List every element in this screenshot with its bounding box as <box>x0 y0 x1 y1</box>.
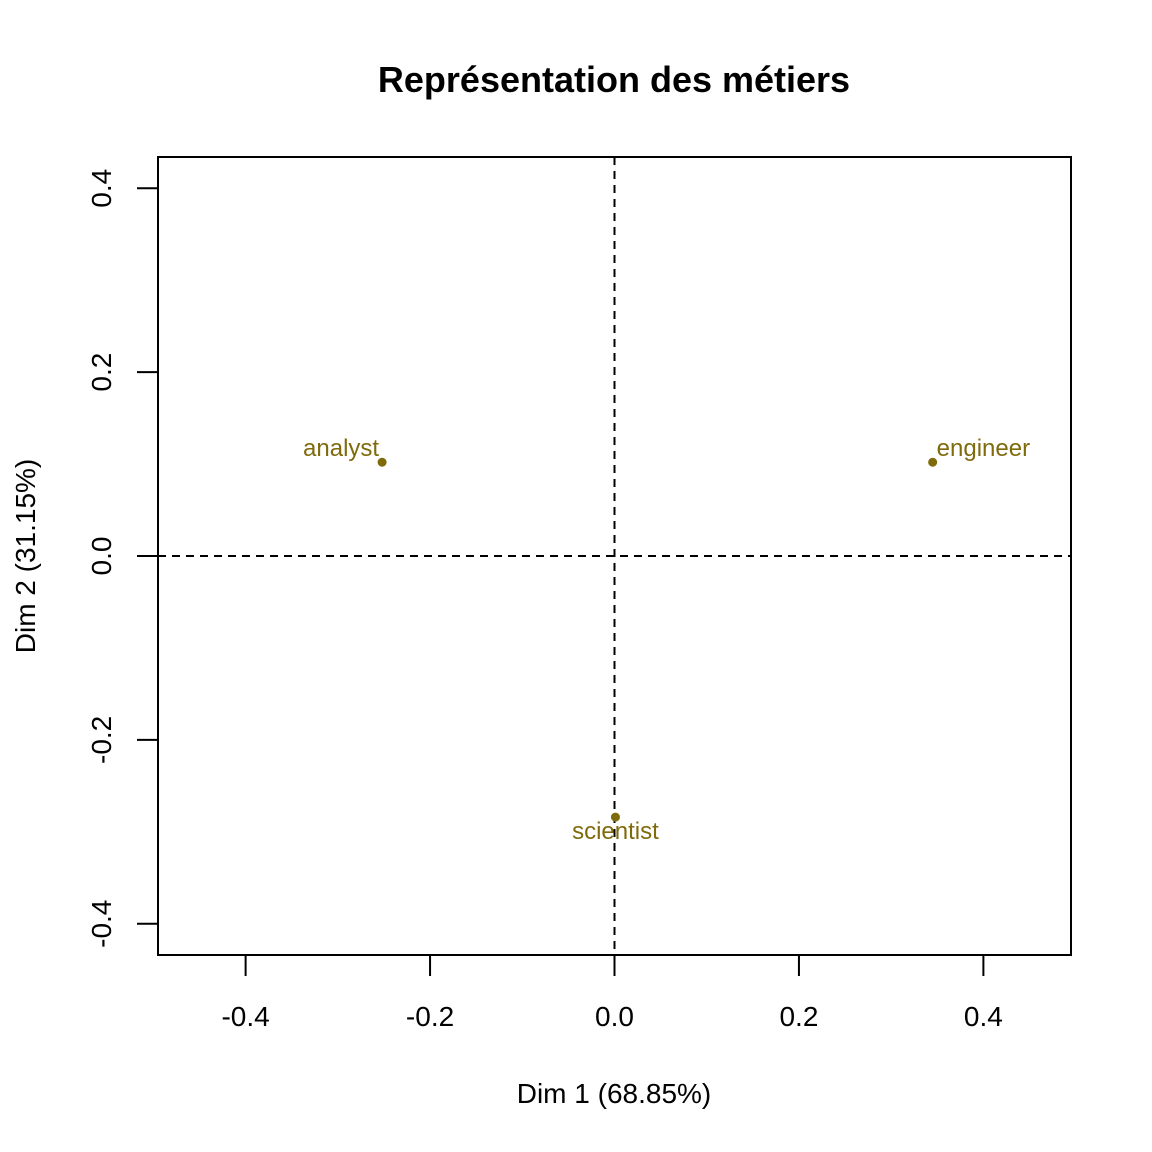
x-axis-label: Dim 1 (68.85%) <box>517 1078 712 1109</box>
reference-lines <box>158 157 1071 955</box>
data-points: analyst engineer scientist <box>303 435 1030 845</box>
y-tick-label: -0.2 <box>86 716 117 764</box>
x-axis: -0.4 -0.2 0.0 0.2 0.4 <box>221 954 1003 1032</box>
y-axis: -0.4 -0.2 0.0 0.2 0.4 <box>86 169 159 948</box>
x-tick-label: 0.2 <box>779 1001 818 1032</box>
x-tick-label: 0.0 <box>595 1001 634 1032</box>
y-tick-label: 0.4 <box>86 169 117 208</box>
point-label-scientist: scientist <box>572 818 659 845</box>
chart-title: Représentation des métiers <box>378 59 850 100</box>
x-tick-label: -0.2 <box>406 1001 454 1032</box>
point-label-engineer: engineer <box>937 435 1030 462</box>
x-tick-label: 0.4 <box>964 1001 1003 1032</box>
point-engineer <box>928 457 938 467</box>
point-label-analyst: analyst <box>303 435 379 462</box>
y-tick-label: 0.2 <box>86 353 117 392</box>
y-tick-label: 0.0 <box>86 537 117 576</box>
y-tick-label: -0.4 <box>86 900 117 948</box>
x-tick-label: -0.4 <box>221 1001 269 1032</box>
y-axis-label: Dim 2 (31.15%) <box>10 459 41 654</box>
point-analyst <box>377 457 387 467</box>
point-scientist <box>610 812 620 822</box>
